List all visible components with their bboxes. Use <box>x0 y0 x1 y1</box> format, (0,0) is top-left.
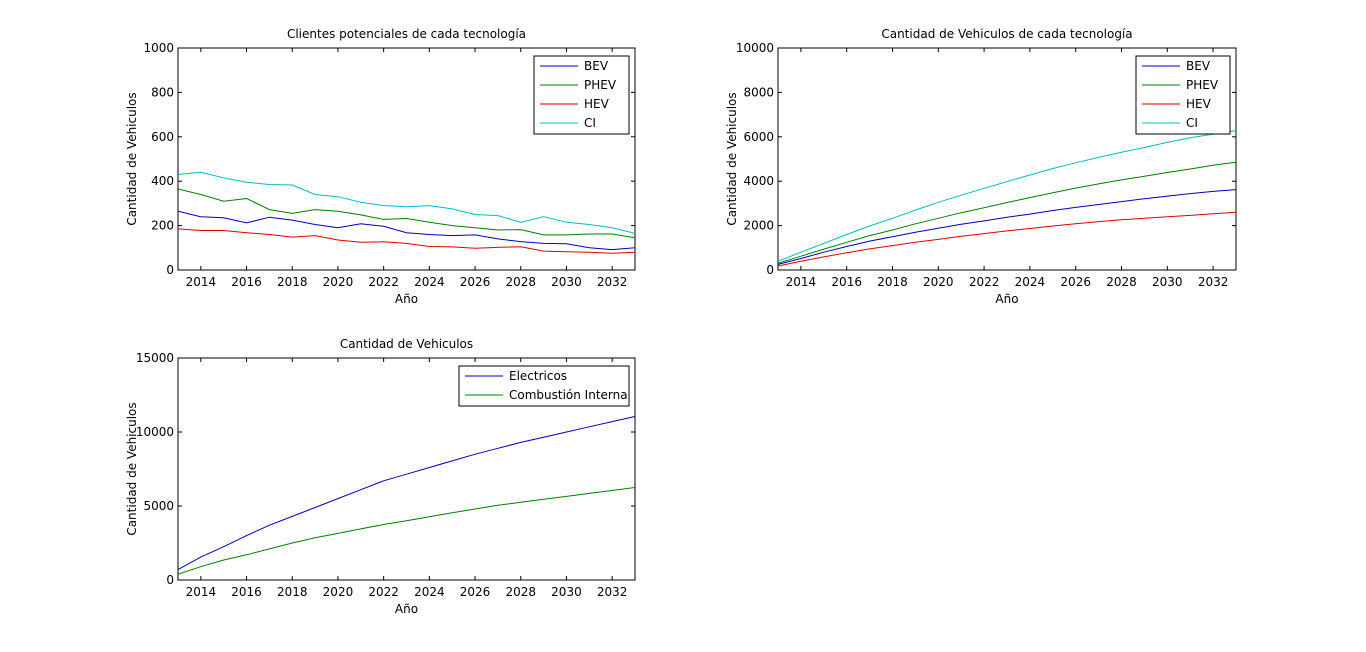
x-tick-label: 2016 <box>231 275 262 289</box>
series-line-electricos <box>178 416 635 571</box>
legend-box <box>458 365 630 407</box>
legend-entry: CI <box>1186 116 1198 130</box>
series-lines <box>178 171 635 254</box>
x-tick-label: 2028 <box>1106 275 1137 289</box>
legend-entry: BEV <box>1186 59 1211 73</box>
series-line-ci <box>778 130 1236 262</box>
legend-box <box>533 55 630 135</box>
chart-2: 2014 2016 2018 2020 2022 2024 2026 2028 2030 2032… <box>725 27 1237 306</box>
x-tick-label: 2016 <box>831 275 862 289</box>
series-lines <box>778 130 1236 267</box>
legend: Electricos Combustión Interna <box>458 365 630 407</box>
legend-entry: HEV <box>584 97 610 111</box>
series-line-phev <box>178 188 635 239</box>
y-tick-label: 400 <box>151 174 174 188</box>
legend-entry: CI <box>584 116 596 130</box>
y-tick-label: 10000 <box>736 41 774 55</box>
chart-3: 2014 2016 2018 2020 2022 2024 2026 2028 2030 2032… <box>125 337 636 616</box>
x-tick-label: 2020 <box>323 585 354 599</box>
x-tick-label: 2014 <box>186 585 217 599</box>
x-tick-label: 2028 <box>505 275 536 289</box>
x-tick-label: 2028 <box>505 585 536 599</box>
x-tick-label: 2020 <box>323 275 354 289</box>
y-tick-label: 2000 <box>743 219 774 233</box>
x-tick-label: 2018 <box>877 275 908 289</box>
x-tick-label: 2022 <box>368 275 399 289</box>
y-tick-label: 0 <box>166 263 174 277</box>
x-axis-label: Año <box>395 602 418 616</box>
x-tick-label: 2018 <box>277 275 308 289</box>
x-tick-label: 2024 <box>414 585 445 599</box>
y-tick-label: 4000 <box>743 174 774 188</box>
y-tick-label: 0 <box>166 573 174 587</box>
x-tick-label: 2020 <box>923 275 954 289</box>
x-tick-label: 2026 <box>460 275 491 289</box>
x-tick-label: 2024 <box>414 275 445 289</box>
y-tick-label: 200 <box>151 219 174 233</box>
legend: BEV PHEV HEV CI <box>533 55 630 135</box>
chart-title: Cantidad de Vehiculos <box>340 337 473 351</box>
x-tick-label: 2022 <box>969 275 1000 289</box>
y-tick-label: 1000 <box>143 41 174 55</box>
y-tick-label: 6000 <box>743 130 774 144</box>
series-line-hev <box>178 228 635 254</box>
chart-1: 2014 2016 2018 2020 2022 2024 2026 2028 2030 2032… <box>125 27 636 306</box>
y-tick-label: 8000 <box>743 85 774 99</box>
legend: BEV PHEV HEV CI <box>1135 55 1231 135</box>
y-axis-label: Cantidad de Vehiculos <box>125 92 139 225</box>
y-tick-label: 15000 <box>136 351 174 365</box>
x-tick-label: 2032 <box>1198 275 1229 289</box>
x-tick-label: 2030 <box>1152 275 1183 289</box>
series-lines <box>178 416 635 575</box>
x-tick-label: 2014 <box>786 275 817 289</box>
chart-title: Clientes potenciales de cada tecnología <box>287 27 526 41</box>
legend-box <box>1135 55 1231 135</box>
x-tick-label: 2018 <box>277 585 308 599</box>
legend-entry: Combustión Interna <box>509 388 628 402</box>
x-tick-label: 2016 <box>231 585 262 599</box>
x-tick-label: 2024 <box>1015 275 1046 289</box>
y-tick-label: 0 <box>766 263 774 277</box>
x-tick-label: 2022 <box>368 585 399 599</box>
x-tick-label: 2014 <box>186 275 217 289</box>
legend-entry: BEV <box>584 59 609 73</box>
x-axis-label: Año <box>395 292 418 306</box>
legend-entry: Electricos <box>509 369 567 383</box>
x-axis-label: Año <box>995 292 1018 306</box>
series-line-bev <box>778 189 1236 265</box>
legend-entry: PHEV <box>584 78 617 92</box>
series-line-combustión-interna <box>178 487 635 575</box>
x-tick-label: 2026 <box>460 585 491 599</box>
series-line-phev <box>778 161 1236 264</box>
x-tick-label: 2032 <box>597 275 628 289</box>
y-tick-label: 5000 <box>143 499 174 513</box>
y-axis-label: Cantidad de Vehiculos <box>125 402 139 535</box>
legend-entry: PHEV <box>1186 78 1219 92</box>
chart-title: Cantidad de Vehiculos de cada tecnología <box>881 27 1132 41</box>
x-tick-label: 2032 <box>597 585 628 599</box>
y-tick-label: 800 <box>151 85 174 99</box>
series-line-bev <box>178 210 635 251</box>
series-line-ci <box>178 171 635 234</box>
y-axis-label: Cantidad de Vehiculos <box>725 92 739 225</box>
x-tick-label: 2030 <box>551 275 582 289</box>
x-tick-label: 2030 <box>551 585 582 599</box>
x-tick-label: 2026 <box>1060 275 1091 289</box>
legend-entry: HEV <box>1186 97 1212 111</box>
y-tick-label: 600 <box>151 130 174 144</box>
series-line-hev <box>778 211 1236 267</box>
y-tick-label: 10000 <box>136 425 174 439</box>
